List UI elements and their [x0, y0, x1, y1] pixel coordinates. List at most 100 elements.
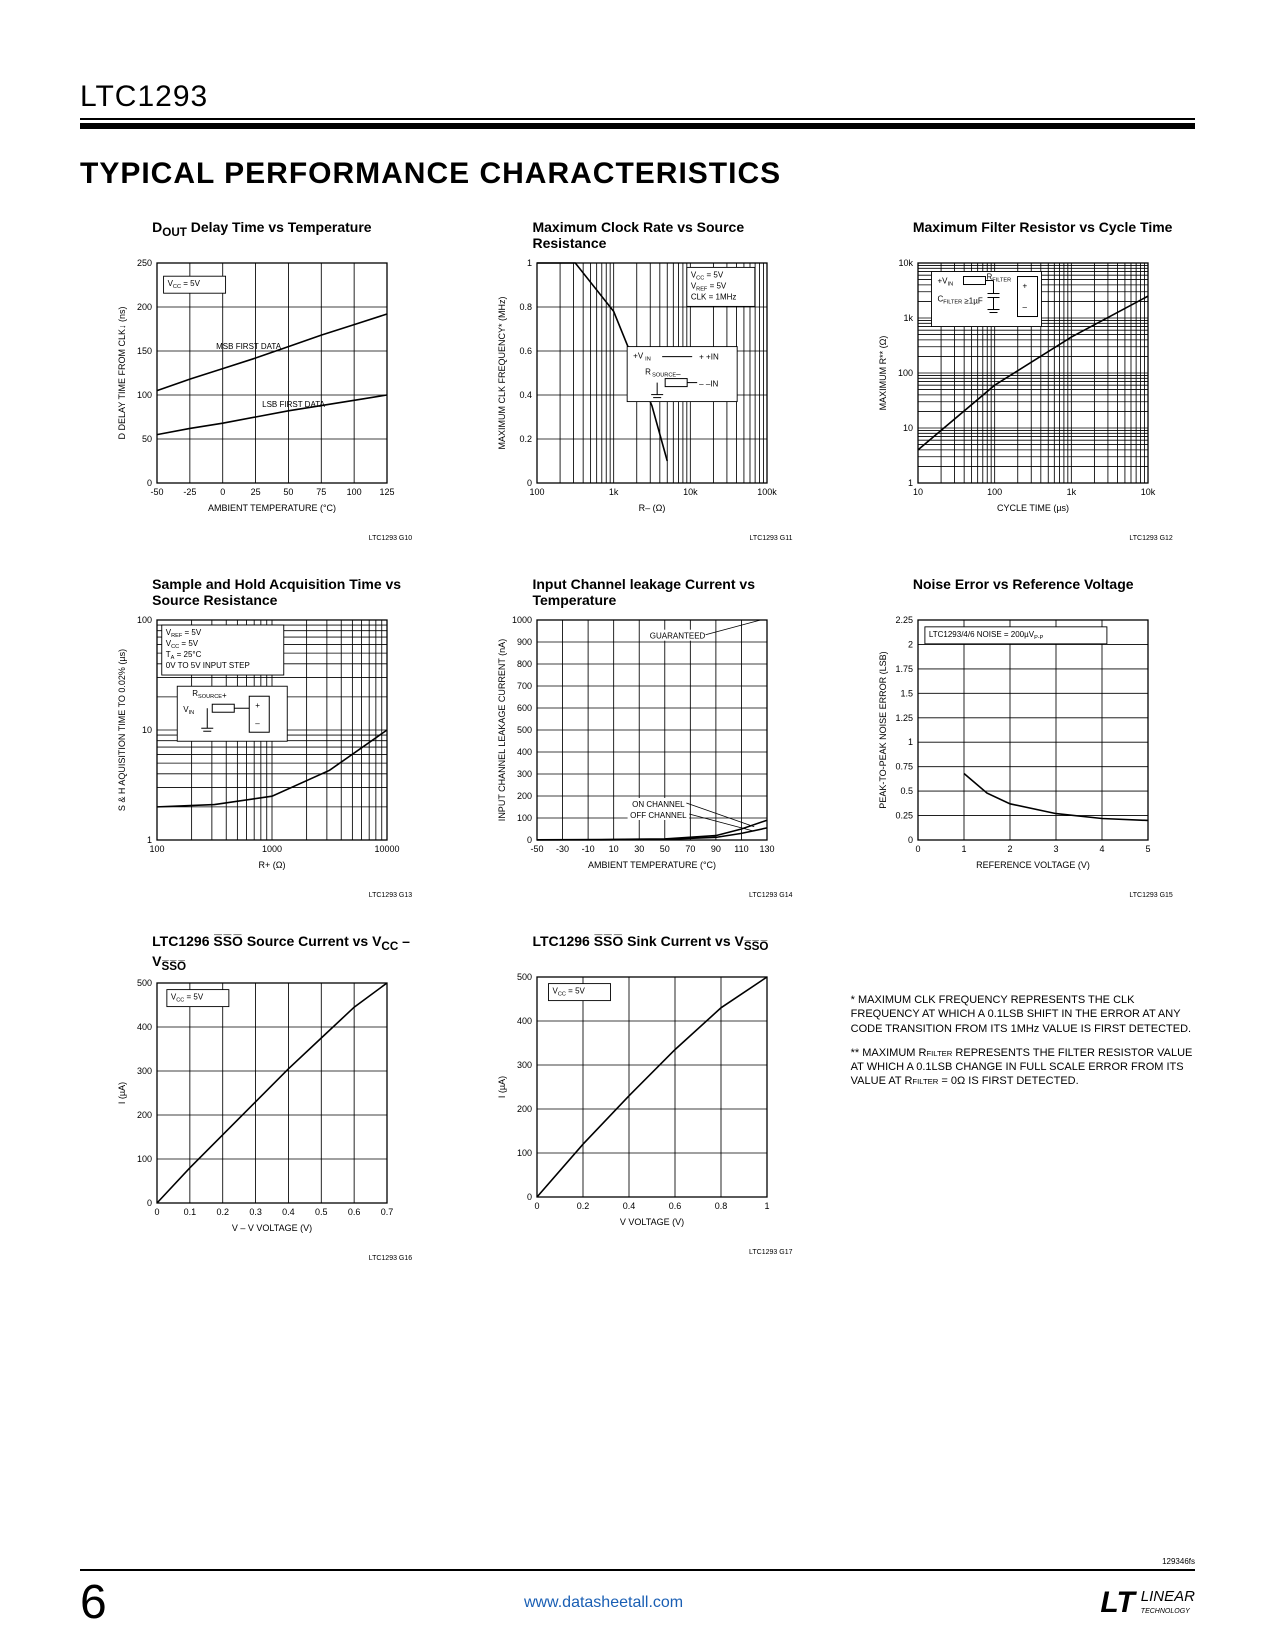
section-title: TYPICAL PERFORMANCE CHARACTERISTICS	[80, 157, 1195, 191]
svg-text:ON CHANNEL: ON CHANNEL	[633, 800, 686, 809]
svg-text:1k: 1k	[903, 313, 913, 323]
svg-text:0.6: 0.6	[520, 346, 533, 356]
footnote: * MAXIMUM CLK FREQUENCY REPRESENTS THE C…	[851, 993, 1195, 1036]
charts-grid: DOUT Delay Time vs Temperature-50-250255…	[90, 219, 1195, 1262]
svg-text:0.4: 0.4	[282, 1207, 295, 1217]
chart-g13: Sample and Hold Acquisition Time vs Sour…	[90, 576, 434, 899]
svg-text:+ +IN: + +IN	[700, 353, 720, 362]
svg-text:100: 100	[898, 368, 913, 378]
svg-text:2: 2	[908, 639, 913, 649]
svg-text:LSB FIRST DATA: LSB FIRST DATA	[262, 400, 325, 409]
svg-text:1: 1	[527, 258, 532, 268]
svg-text:100: 100	[150, 844, 165, 854]
svg-text:10k: 10k	[1141, 487, 1156, 497]
svg-text:0: 0	[908, 835, 913, 845]
svg-text:130: 130	[760, 844, 775, 854]
svg-text:1.75: 1.75	[895, 664, 913, 674]
svg-text:4: 4	[1099, 844, 1104, 854]
svg-text:ISOURCE (µA): ISOURCE (µA)	[117, 1082, 127, 1104]
chart-title: Maximum Filter Resistor vs Cycle Time	[873, 219, 1173, 253]
svg-text:10000: 10000	[375, 844, 400, 854]
chart-g11: Maximum Clock Rate vs Source Resistance 1…	[470, 219, 814, 542]
rule-thick	[80, 123, 1195, 129]
svg-text:100: 100	[137, 1154, 152, 1164]
svg-text:0: 0	[527, 1192, 532, 1202]
svg-text:25: 25	[251, 487, 261, 497]
svg-text:0.8: 0.8	[520, 302, 533, 312]
svg-text:200: 200	[517, 791, 532, 801]
chart-title: Maximum Clock Rate vs Source Resistance	[492, 219, 792, 253]
svg-text:75: 75	[316, 487, 326, 497]
svg-text:0: 0	[155, 1207, 160, 1217]
svg-text:1.25: 1.25	[895, 713, 913, 723]
chart-title: Noise Error vs Reference Voltage	[873, 576, 1173, 610]
page-number: 6	[80, 1575, 107, 1630]
svg-text:110: 110	[735, 844, 749, 854]
page-footer: 129346fs 6 www.datasheetall.com LT LINEA…	[80, 1557, 1195, 1630]
svg-text:MAXIMUM RFILTER** (Ω): MAXIMUM RFILTER** (Ω)	[878, 336, 888, 411]
svg-text:400: 400	[517, 747, 532, 757]
svg-text:0.2: 0.2	[577, 1201, 590, 1211]
svg-text:0.6: 0.6	[348, 1207, 361, 1217]
svg-text:0: 0	[527, 478, 532, 488]
footnote: ** MAXIMUM RFILTER REPRESENTS THE FILTER…	[851, 1046, 1195, 1089]
svg-text:0.7: 0.7	[381, 1207, 394, 1217]
svg-text:5: 5	[1145, 844, 1150, 854]
svg-text:0.4: 0.4	[623, 1201, 636, 1211]
svg-text:100: 100	[137, 390, 152, 400]
svg-text:ISINK (µA): ISINK (µA)	[497, 1076, 507, 1098]
svg-text:500: 500	[137, 978, 152, 988]
svg-text:3: 3	[1053, 844, 1058, 854]
chart-g14: Input Channel leakage Current vs Tempera…	[470, 576, 814, 899]
svg-text:-30: -30	[557, 844, 570, 854]
svg-text:10k: 10k	[684, 487, 699, 497]
svg-text:RSOURCE+ (Ω): RSOURCE+ (Ω)	[259, 860, 286, 870]
svg-text:200: 200	[517, 1104, 532, 1114]
svg-text:CLK = 1MHz: CLK = 1MHz	[691, 292, 737, 301]
chart-code: LTC1293 G17	[492, 1249, 792, 1256]
chart-code: LTC1293 G15	[873, 892, 1173, 899]
svg-text:100: 100	[530, 487, 545, 497]
svg-text:IN: IN	[646, 357, 652, 363]
svg-text:0: 0	[220, 487, 225, 497]
svg-text:0.75: 0.75	[895, 762, 913, 772]
chart-code: LTC1293 G12	[873, 535, 1173, 542]
svg-text:0: 0	[147, 1198, 152, 1208]
footnotes: * MAXIMUM CLK FREQUENCY REPRESENTS THE C…	[851, 993, 1195, 1099]
chart-title: Sample and Hold Acquisition Time vs Sour…	[112, 576, 412, 610]
svg-text:1: 1	[961, 844, 966, 854]
svg-text:10: 10	[609, 844, 619, 854]
logo-brand: LINEAR	[1141, 1588, 1195, 1605]
svg-text:0.6: 0.6	[669, 1201, 682, 1211]
svg-text:50: 50	[284, 487, 294, 497]
chart-title: LTC1296 S̅S̅O̅ Sink Current vs VS̅S̅O̅	[492, 933, 792, 967]
chart-g10: DOUT Delay Time vs Temperature-50-250255…	[90, 219, 434, 542]
svg-text:2.25: 2.25	[895, 615, 913, 625]
chart-code: LTC1293 G14	[492, 892, 792, 899]
svg-text:MAXIMUM CLK FREQUENCY* (MHz): MAXIMUM CLK FREQUENCY* (MHz)	[497, 296, 507, 449]
brand-logo: LT LINEAR TECHNOLOGY	[1100, 1586, 1195, 1620]
chart-code: LTC1293 G11	[492, 535, 792, 542]
svg-text:0.1: 0.1	[184, 1207, 197, 1217]
svg-text:-10: -10	[582, 844, 595, 854]
svg-text:10: 10	[913, 487, 923, 497]
footer-link[interactable]: www.datasheetall.com	[524, 1594, 683, 1612]
svg-text:–: –	[255, 719, 260, 728]
svg-text:-25: -25	[184, 487, 197, 497]
svg-text:10: 10	[142, 725, 152, 735]
chart-g15: Noise Error vs Reference Voltage01234500…	[851, 576, 1195, 899]
svg-text:100: 100	[347, 487, 362, 497]
svg-text:300: 300	[137, 1066, 152, 1076]
svg-text:0.3: 0.3	[249, 1207, 262, 1217]
svg-text:RSOURCE– (Ω): RSOURCE– (Ω)	[639, 503, 666, 513]
rule-thin	[80, 118, 1195, 120]
svg-text:0V TO 5V INPUT STEP: 0V TO 5V INPUT STEP	[166, 661, 250, 670]
svg-text:1: 1	[908, 737, 913, 747]
svg-text:AMBIENT TEMPERATURE (°C): AMBIENT TEMPERATURE (°C)	[588, 860, 716, 870]
svg-text:10k: 10k	[898, 258, 913, 268]
footer-spec: 129346fs	[80, 1557, 1195, 1566]
svg-text:70: 70	[686, 844, 696, 854]
svg-text:250: 250	[137, 258, 152, 268]
svg-text:100k: 100k	[758, 487, 778, 497]
chart-g17: LTC1296 S̅S̅O̅ Sink Current vs VS̅S̅O̅ 0 0…	[470, 933, 814, 1262]
